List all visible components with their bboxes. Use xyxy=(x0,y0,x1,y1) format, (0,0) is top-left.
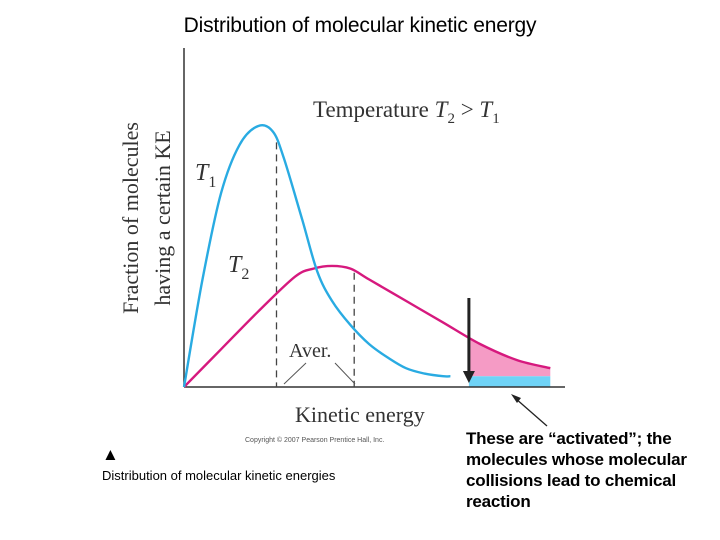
series-line-t2 xyxy=(183,264,551,388)
activated-note: These are “activated”; the molecules who… xyxy=(466,429,687,511)
y-axis-label-line2: having a certain KE xyxy=(150,130,175,305)
activated-region-t1 xyxy=(468,376,551,387)
triangle-marker: ▲ xyxy=(102,445,119,464)
average-pointer-t1 xyxy=(283,362,307,385)
series-label-t2: T2 xyxy=(228,252,249,283)
activated-region-t2 xyxy=(468,337,551,377)
average-pointer-t2 xyxy=(334,362,356,385)
average-label: Aver. xyxy=(289,340,331,362)
copyright-text: Copyright © 2007 Pearson Prentice Hall, … xyxy=(245,437,385,444)
activated-pointer-line xyxy=(514,397,548,427)
series-label-t1: T1 xyxy=(195,160,216,191)
y-axis-label-line1: Fraction of molecules xyxy=(118,122,143,314)
figure-caption: Distribution of molecular kinetic energi… xyxy=(102,468,336,483)
x-axis-label: Kinetic energy xyxy=(295,402,425,427)
chart-title: Distribution of molecular kinetic energy xyxy=(183,14,537,37)
activation-threshold-arrowhead xyxy=(462,371,475,383)
temperature-header-label: Temperature T2 > T1 xyxy=(313,97,500,127)
series-line-t1 xyxy=(182,124,451,388)
activated-pointer-arrowhead xyxy=(511,394,521,403)
